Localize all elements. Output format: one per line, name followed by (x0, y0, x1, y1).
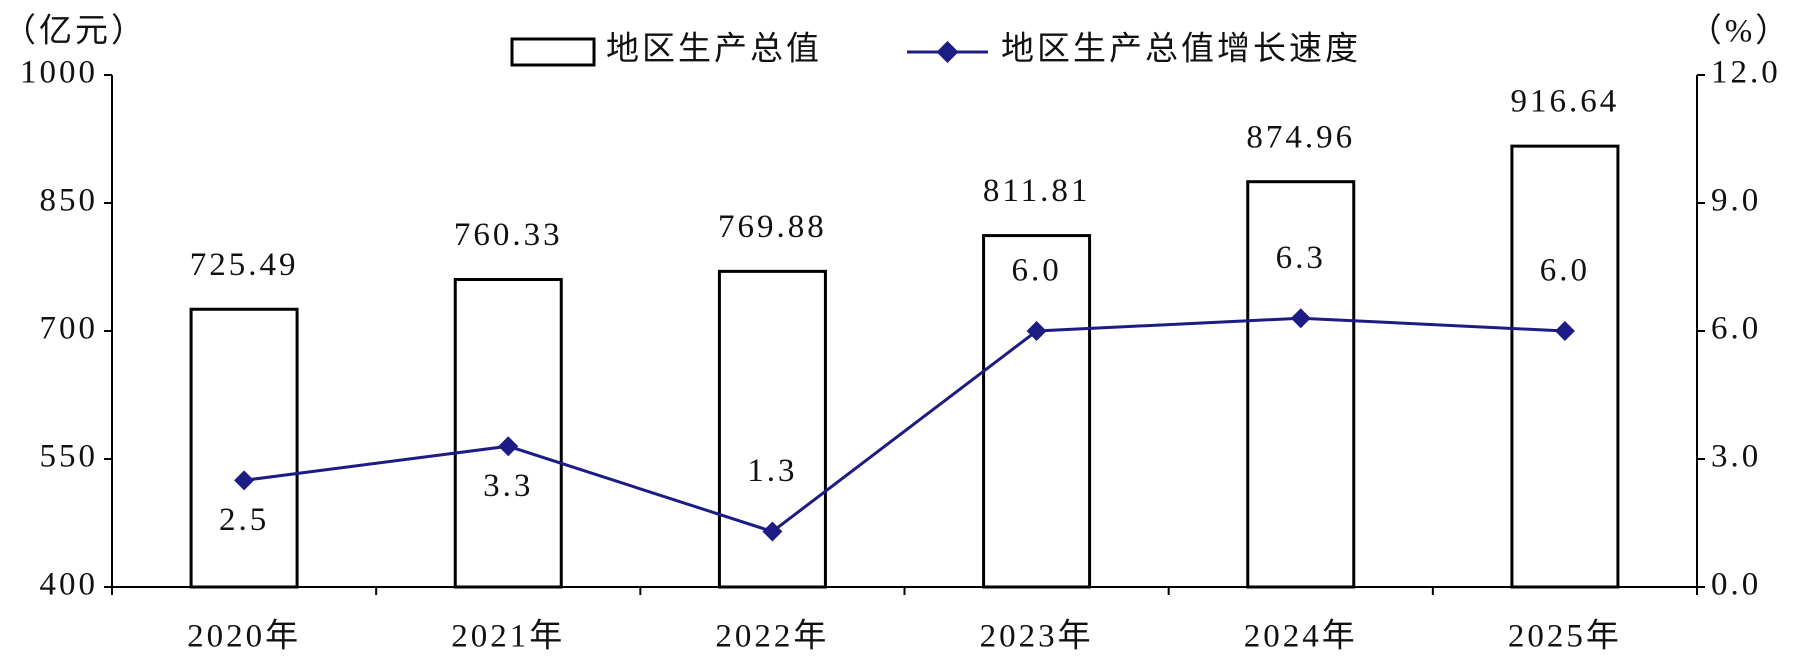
y2-axis-title: （%） (1689, 14, 1792, 50)
line-marker (234, 470, 255, 491)
x-tick-label: 2025年 (1508, 618, 1622, 655)
bar-value-label: 874.96 (1246, 119, 1355, 155)
legend-label: 地区生产总值 (606, 31, 822, 68)
legend-marker-icon (936, 41, 959, 63)
line-value-label: 6.0 (1540, 253, 1590, 289)
y-tick-label: 400 (40, 567, 99, 603)
bar (982, 234, 1092, 589)
line-marker (498, 436, 519, 457)
line-marker (1026, 321, 1047, 341)
y-tick-label: 850 (40, 183, 99, 219)
line-value-label: 2.5 (219, 502, 269, 538)
legend-bar-icon (510, 37, 596, 67)
x-tick-label: 2023年 (980, 618, 1094, 655)
bar-value-label: 760.33 (454, 217, 563, 253)
line-marker (1290, 308, 1311, 329)
line-value-label: 6.0 (1011, 253, 1061, 289)
x-tick-label: 2022年 (715, 618, 829, 655)
bar-value-label: 811.81 (983, 173, 1091, 209)
y2-tick-label: 0.0 (1711, 567, 1761, 603)
y2-tick-label: 12.0 (1711, 55, 1781, 91)
y2-tick-label: 3.0 (1711, 439, 1761, 475)
line-value-label: 1.3 (747, 453, 797, 489)
y-tick-label: 1000 (20, 55, 98, 91)
line-value-label: 3.3 (483, 468, 533, 504)
line (243, 316, 1565, 534)
bar (189, 307, 299, 589)
line-marker (1554, 321, 1575, 341)
x-tick-label: 2020年 (187, 618, 301, 655)
bar (1510, 144, 1620, 589)
x-tick-label: 2021年 (451, 618, 565, 655)
bar (453, 278, 563, 589)
bar-value-label: 916.64 (1511, 84, 1620, 120)
legend-label: 地区生产总值增长速度 (1001, 31, 1361, 68)
y2-tick-label: 6.0 (1711, 311, 1761, 347)
y-axis-title: （亿元） (3, 14, 147, 50)
line-marker (762, 521, 783, 542)
bar-value-label: 725.49 (190, 247, 299, 283)
bar-value-label: 769.88 (718, 209, 827, 245)
x-tick-label: 2024年 (1244, 618, 1358, 655)
y2-tick-label: 9.0 (1711, 183, 1761, 219)
bar (1246, 180, 1356, 589)
y-tick-label: 550 (40, 439, 99, 475)
line-value-label: 6.3 (1276, 240, 1326, 276)
y-tick-label: 700 (40, 311, 99, 347)
